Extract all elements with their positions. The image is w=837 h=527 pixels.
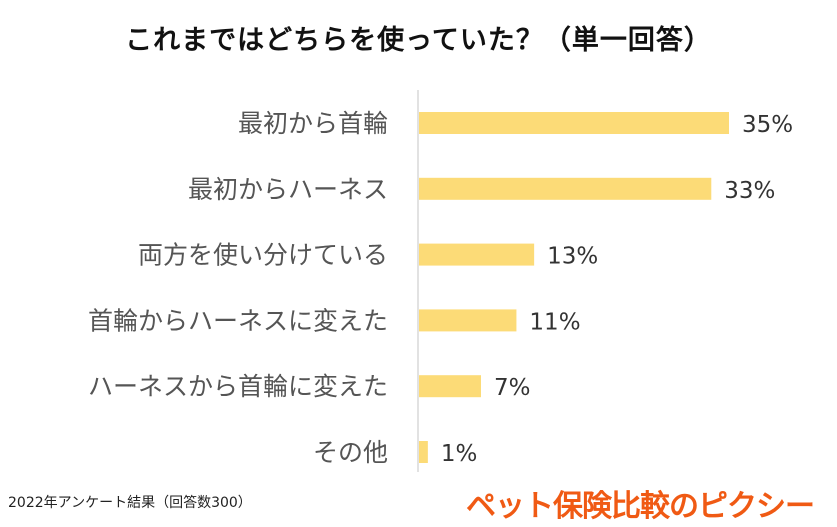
bar bbox=[419, 309, 517, 332]
bar bbox=[419, 243, 535, 266]
category-label: その他 bbox=[313, 438, 388, 467]
survey-footnote: 2022年アンケート結果（回答数300） bbox=[8, 495, 252, 511]
bar bbox=[419, 112, 729, 134]
value-label: 13% bbox=[547, 244, 598, 270]
category-label: ハーネスから首輪に変えた bbox=[88, 372, 388, 401]
value-label: 35% bbox=[742, 112, 793, 138]
value-label: 1% bbox=[441, 441, 478, 467]
chart-title: これまではどちらを使っていた？（単一回答） bbox=[125, 25, 712, 56]
value-label: 33% bbox=[724, 178, 775, 204]
bar bbox=[419, 177, 712, 200]
category-label: 首輪からハーネスに変えた bbox=[88, 306, 388, 335]
value-label: 11% bbox=[529, 309, 580, 335]
category-label: 最初から首輪 bbox=[238, 109, 388, 138]
category-label: 両方を使い分けている bbox=[138, 241, 388, 270]
bar bbox=[419, 375, 481, 398]
bar bbox=[419, 441, 428, 463]
value-label: 7% bbox=[494, 375, 531, 401]
brand-logo: ペット保険比較のピクシー bbox=[466, 489, 815, 524]
category-label: 最初からハーネス bbox=[188, 175, 388, 204]
